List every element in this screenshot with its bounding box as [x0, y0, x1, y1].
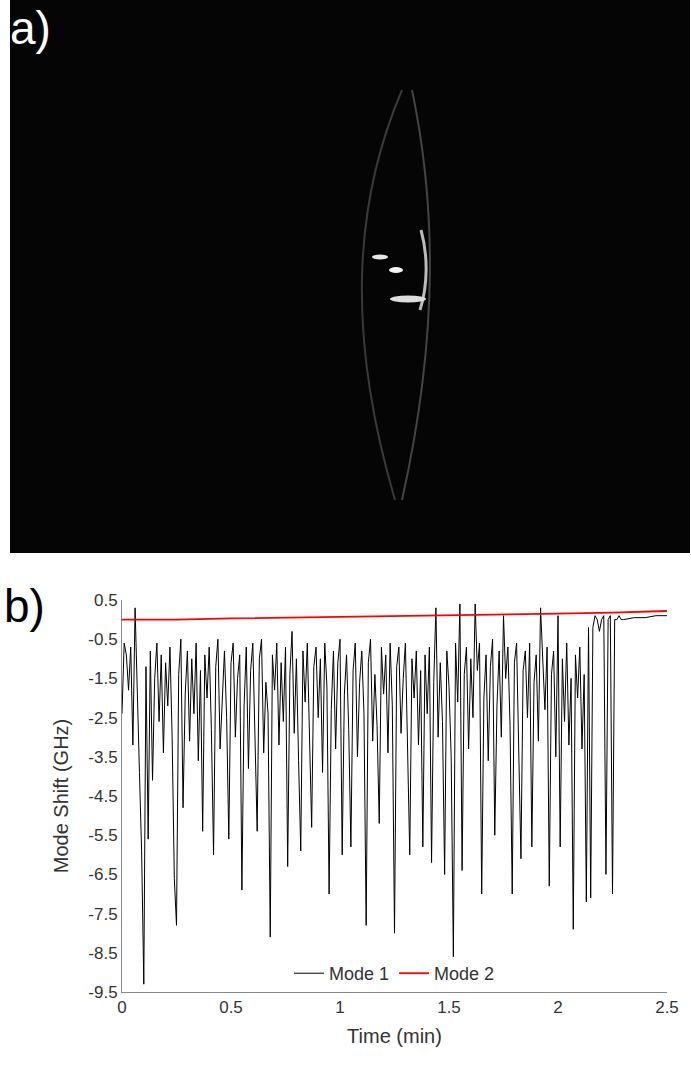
html-text:b): b): [4, 580, 45, 632]
svg-text:-6.5: -6.5: [88, 865, 117, 884]
svg-text:2: 2: [553, 998, 562, 1017]
svg-text:-3.5: -3.5: [88, 748, 117, 767]
svg-text:2.5: 2.5: [655, 998, 679, 1017]
svg-text:-4.5: -4.5: [88, 787, 117, 806]
svg-text:1: 1: [335, 998, 344, 1017]
svg-text:Mode Shift (GHz): Mode Shift (GHz): [50, 719, 72, 873]
svg-text:-1.5: -1.5: [88, 669, 117, 688]
svg-text:-7.5: -7.5: [88, 905, 117, 924]
svg-text:Mode 2: Mode 2: [434, 964, 494, 984]
svg-text:0: 0: [117, 998, 126, 1017]
svg-text:0.5: 0.5: [219, 998, 243, 1017]
svg-text:Time (min): Time (min): [347, 1025, 442, 1047]
svg-text:1.5: 1.5: [437, 998, 461, 1017]
html-text:a): a): [10, 2, 51, 54]
svg-text:-9.5: -9.5: [88, 983, 117, 1002]
svg-text:-0.5: -0.5: [88, 630, 117, 649]
svg-text:0.5: 0.5: [94, 591, 118, 610]
svg-text:-8.5: -8.5: [88, 944, 117, 963]
svg-text:Mode 1: Mode 1: [329, 964, 389, 984]
svg-text:-5.5: -5.5: [88, 826, 117, 845]
svg-text:-2.5: -2.5: [88, 709, 117, 728]
